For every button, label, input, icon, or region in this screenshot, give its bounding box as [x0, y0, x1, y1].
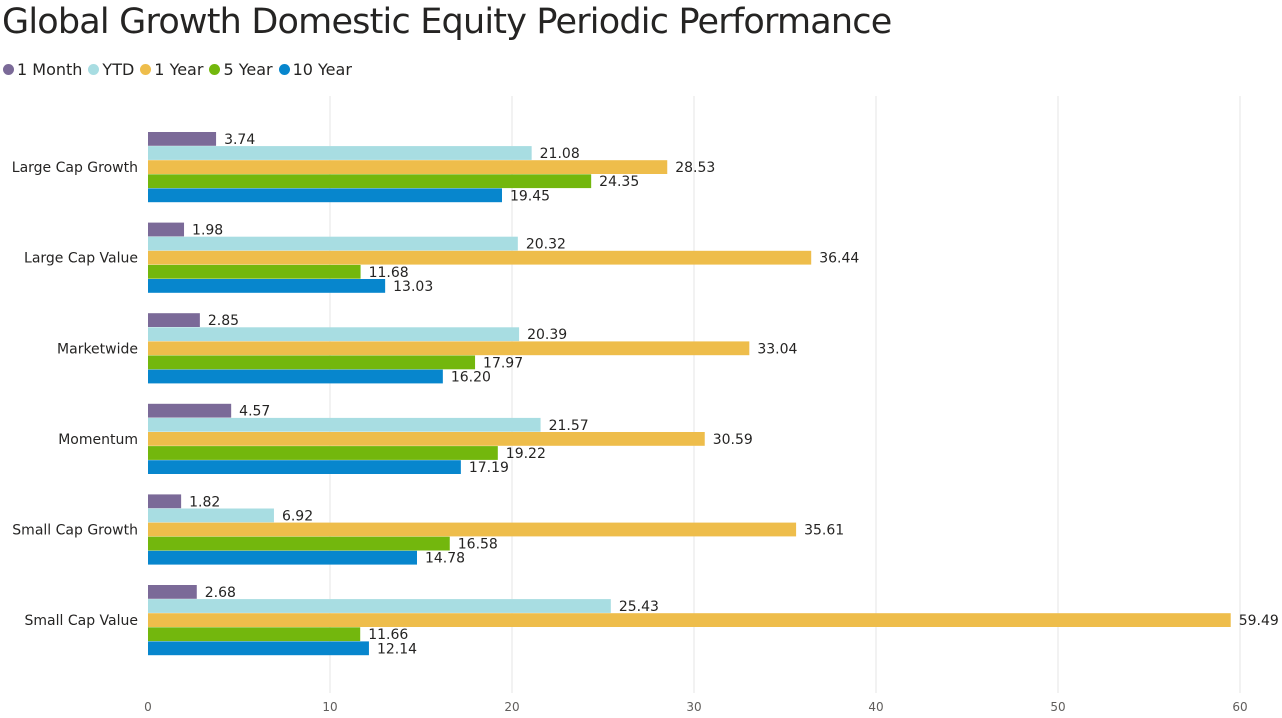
data-label-large-cap-value-1-year: 36.44 [819, 251, 859, 267]
legend-item-5-year[interactable]: 5 Year [209, 60, 273, 79]
data-label-large-cap-value-ytd: 20.32 [526, 237, 566, 253]
data-label-small-cap-growth-5-year: 16.58 [458, 537, 498, 553]
legend-swatch-10-year [278, 64, 290, 75]
bar-large-cap-value-ytd [148, 236, 518, 251]
legend-item-1-month[interactable]: 1 Month [3, 60, 82, 79]
data-label-momentum-1-year: 30.59 [713, 432, 753, 448]
category-label-momentum: Momentum [58, 432, 138, 448]
x-tick-label: 60 [1232, 700, 1247, 714]
legend-label-1-year: 1 Year [154, 60, 204, 79]
legend-item-10-year[interactable]: 10 Year [278, 60, 352, 79]
bar-marketwide-10-year [148, 369, 443, 384]
legend-label-ytd: YTD [102, 60, 135, 79]
bar-small-cap-growth-1-year [148, 522, 797, 537]
data-label-large-cap-value-10-year: 13.03 [393, 279, 433, 295]
data-label-small-cap-value-1-year: 59.49 [1239, 613, 1279, 629]
bar-marketwide-1-year [148, 341, 750, 356]
bar-momentum-1-month [148, 403, 232, 418]
data-label-marketwide-10-year: 16.20 [451, 370, 491, 386]
legend-swatch-5-year [209, 64, 221, 75]
bar-marketwide-5-year [148, 355, 476, 370]
x-tick-label: 30 [686, 700, 701, 714]
data-label-small-cap-growth-1-year: 35.61 [804, 523, 844, 539]
data-label-large-cap-growth-ytd: 21.08 [540, 146, 580, 162]
bar-small-cap-growth-1-month [148, 494, 182, 509]
chart-title: Global Growth Domestic Equity Periodic P… [2, 2, 892, 42]
data-label-small-cap-growth-10-year: 14.78 [425, 551, 465, 567]
x-tick-label: 40 [868, 700, 883, 714]
legend-swatch-ytd [88, 64, 100, 75]
bar-marketwide-1-month [148, 313, 200, 327]
bar-large-cap-growth-5-year [148, 174, 592, 189]
data-label-large-cap-growth-10-year: 19.45 [510, 188, 550, 204]
data-label-momentum-10-year: 17.19 [469, 460, 509, 476]
data-label-marketwide-ytd: 20.39 [527, 327, 567, 343]
bar-marketwide-ytd [148, 327, 520, 342]
legend-swatch-1-year [140, 64, 152, 75]
x-tick-label: 10 [322, 700, 337, 714]
x-tick-label: 0 [144, 700, 152, 714]
data-label-marketwide-5-year: 17.97 [483, 355, 523, 371]
bar-momentum-ytd [148, 417, 541, 432]
legend-label-10-year: 10 Year [292, 60, 352, 79]
data-label-large-cap-value-5-year: 11.68 [369, 265, 409, 281]
bar-large-cap-value-5-year [148, 264, 361, 279]
data-label-large-cap-value-1-month: 1.98 [192, 223, 223, 239]
bar-small-cap-growth-10-year [148, 550, 417, 565]
bar-momentum-10-year [148, 460, 461, 474]
bar-large-cap-value-10-year [148, 279, 386, 293]
data-label-large-cap-growth-5-year: 24.35 [599, 174, 639, 190]
category-label-small-cap-value: Small Cap Value [25, 613, 138, 629]
bar-small-cap-value-ytd [148, 599, 611, 613]
bar-large-cap-growth-ytd [148, 146, 532, 160]
bar-large-cap-growth-1-month [148, 132, 217, 146]
data-label-large-cap-growth-1-year: 28.53 [675, 160, 715, 176]
legend-item-ytd[interactable]: YTD [88, 60, 134, 79]
data-label-small-cap-value-ytd: 25.43 [619, 599, 659, 615]
category-label-large-cap-growth: Large Cap Growth [12, 160, 138, 176]
data-label-small-cap-value-1-month: 2.68 [205, 585, 236, 601]
bar-large-cap-value-1-year [148, 250, 812, 265]
bar-small-cap-value-1-year [148, 613, 1231, 627]
legend-item-1-year[interactable]: 1 Year [140, 60, 203, 79]
x-tick-label: 20 [504, 700, 519, 714]
legend-label-1-month: 1 Month [17, 60, 83, 79]
bar-momentum-1-year [148, 432, 705, 446]
data-label-marketwide-1-month: 2.85 [208, 313, 239, 329]
data-label-momentum-ytd: 21.57 [549, 418, 589, 434]
x-tick-label: 50 [1050, 700, 1065, 714]
category-label-small-cap-growth: Small Cap Growth [12, 523, 138, 539]
data-label-momentum-5-year: 19.22 [506, 446, 546, 462]
data-label-small-cap-value-10-year: 12.14 [377, 641, 417, 657]
bar-large-cap-growth-10-year [148, 188, 502, 203]
bar-large-cap-value-1-month [148, 222, 185, 237]
bar-small-cap-growth-5-year [148, 536, 450, 551]
bar-large-cap-growth-1-year [148, 160, 668, 174]
data-label-large-cap-growth-1-month: 3.74 [224, 132, 255, 148]
data-label-small-cap-value-5-year: 11.66 [368, 627, 408, 643]
legend-label-5-year: 5 Year [223, 60, 273, 79]
bar-small-cap-value-1-month [148, 585, 197, 599]
category-label-large-cap-value: Large Cap Value [24, 251, 138, 267]
data-label-marketwide-1-year: 33.04 [757, 341, 797, 357]
legend-swatch-1-month [3, 64, 14, 75]
data-label-momentum-1-month: 4.57 [239, 404, 270, 420]
bar-small-cap-growth-ytd [148, 508, 274, 523]
data-label-small-cap-growth-1-month: 1.82 [189, 494, 220, 510]
bar-small-cap-value-5-year [148, 627, 361, 642]
bar-small-cap-value-10-year [148, 641, 369, 656]
chart-legend: 1 Month YTD 1 Year 5 Year 10 Year [3, 60, 358, 79]
data-label-small-cap-growth-ytd: 6.92 [282, 508, 313, 524]
category-label-marketwide: Marketwide [57, 341, 138, 357]
bar-momentum-5-year [148, 446, 498, 460]
